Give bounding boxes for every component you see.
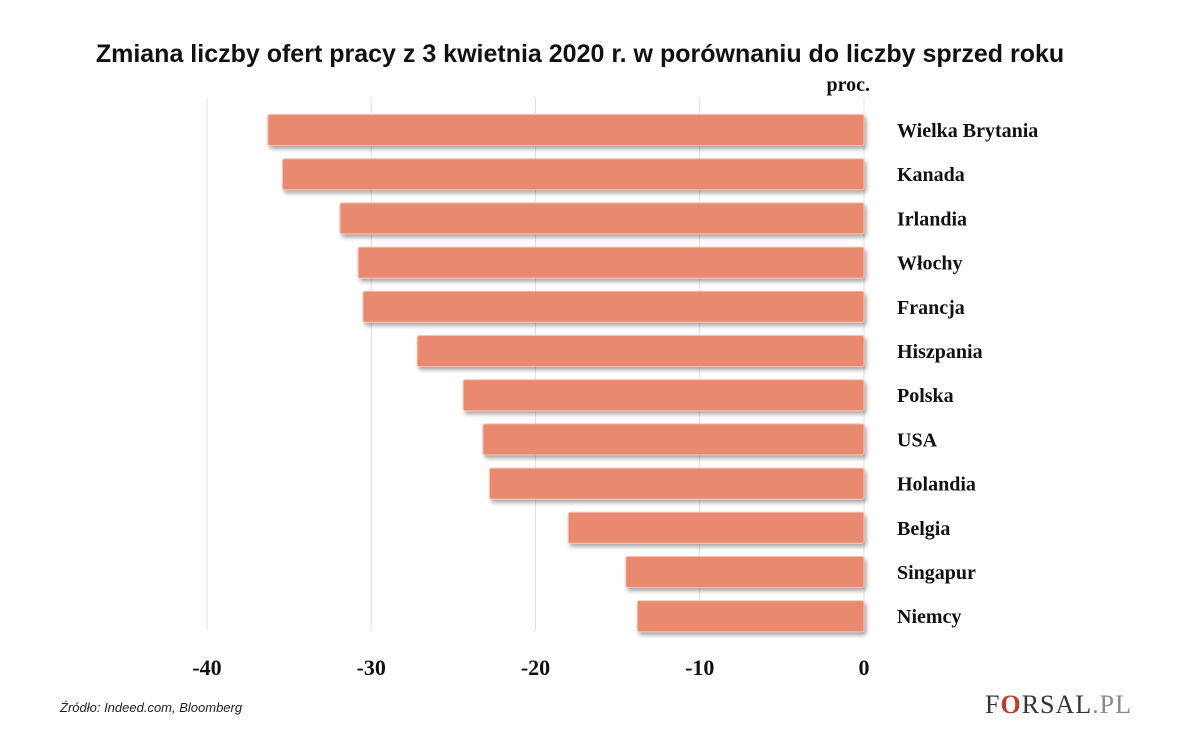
bar [567,511,865,544]
bar [357,246,865,279]
category-label: Belgia [897,518,950,540]
source-note: Źródło: Indeed.com, Bloomberg [60,700,243,715]
category-label: Holandia [897,474,976,496]
category-label: USA [897,429,938,451]
bar [362,290,865,323]
x-tick-label: -10 [685,655,714,680]
category-label: Polska [897,385,954,407]
category-label: Niemcy [897,606,961,628]
chart-title: Zmiana liczby ofert pracy z 3 kwietnia 2… [95,40,1065,68]
bar [625,556,865,588]
bar [282,158,865,191]
logo-prefix: F [985,690,1001,719]
bar [489,467,865,500]
logo-tld: .PL [1092,690,1133,719]
bar [462,379,865,412]
x-tick-label: -20 [521,655,550,680]
category-label: Wielka Brytania [897,120,1038,142]
bar [636,600,865,633]
category-label: Irlandia [897,208,967,230]
logo-suffix: RSAL [1021,690,1093,719]
bar [482,423,865,456]
category-label: Hiszpania [897,341,983,363]
x-tick-label: 0 [859,655,870,680]
unit-label: proc. [826,74,870,96]
forsal-logo: FORSAL.PL [985,690,1132,720]
x-tick-label: -40 [192,655,221,680]
x-tick-label: -30 [357,655,386,680]
bar [416,335,865,367]
bar [267,114,865,146]
category-label: Francja [897,297,965,319]
category-label: Włochy [897,253,963,275]
bar [339,202,865,235]
category-label: Kanada [897,164,965,186]
category-label: Singapur [897,562,976,584]
logo-o: O [1000,690,1022,719]
